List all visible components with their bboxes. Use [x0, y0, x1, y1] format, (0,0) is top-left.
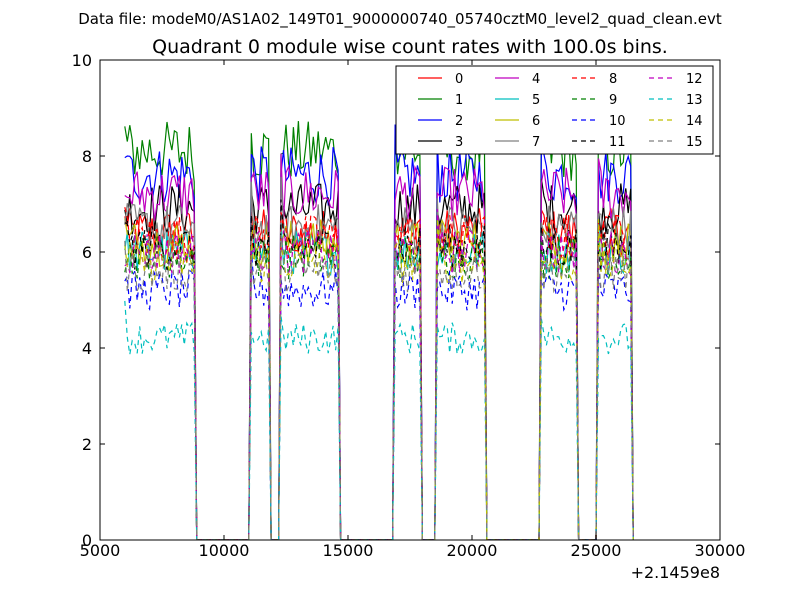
- y-tick-label: 4: [82, 339, 92, 358]
- legend-label-5: 5: [532, 93, 540, 108]
- suptitle: Data file: modeM0/AS1A02_149T01_90000007…: [78, 10, 722, 29]
- x-tick-label: 20000: [447, 541, 498, 560]
- plot-frame: [99, 59, 721, 541]
- legend-label-15: 15: [686, 135, 703, 150]
- x-tick-label: 30000: [695, 541, 746, 560]
- series-line-14: [124, 218, 634, 540]
- legend-box: [395, 65, 714, 155]
- x-tick-label: 15000: [323, 541, 374, 560]
- chart-title: Quadrant 0 module wise count rates with …: [152, 36, 668, 58]
- legend-label-9: 9: [609, 93, 617, 108]
- legend-label-14: 14: [686, 114, 703, 129]
- y-tick-label: 0: [82, 531, 92, 550]
- y-tick-label: 10: [72, 51, 92, 70]
- legend-label-13: 13: [686, 93, 703, 108]
- legend-label-12: 12: [686, 72, 703, 87]
- legend-label-3: 3: [455, 135, 463, 150]
- legend-label-1: 1: [455, 93, 463, 108]
- legend-label-10: 10: [609, 114, 626, 129]
- y-tick-label: 6: [82, 243, 92, 262]
- y-tick-label: 2: [82, 435, 92, 454]
- x-tick-label: 10000: [199, 541, 250, 560]
- legend-label-6: 6: [532, 114, 540, 129]
- legend-label-4: 4: [532, 72, 540, 87]
- x-offset-label: +2.1459e8: [631, 563, 720, 582]
- legend-label-7: 7: [532, 135, 540, 150]
- series-line-13: [124, 300, 634, 540]
- x-tick-label: 25000: [571, 541, 622, 560]
- y-tick-label: 8: [82, 147, 92, 166]
- legend-label-8: 8: [609, 72, 617, 87]
- legend-label-11: 11: [609, 135, 626, 150]
- x-tick-label: 5000: [80, 541, 121, 560]
- legend-label-0: 0: [455, 72, 463, 87]
- legend-label-2: 2: [455, 114, 463, 129]
- series-line-11: [124, 199, 634, 540]
- series-layer: [124, 98, 634, 540]
- series-line-10: [124, 249, 634, 540]
